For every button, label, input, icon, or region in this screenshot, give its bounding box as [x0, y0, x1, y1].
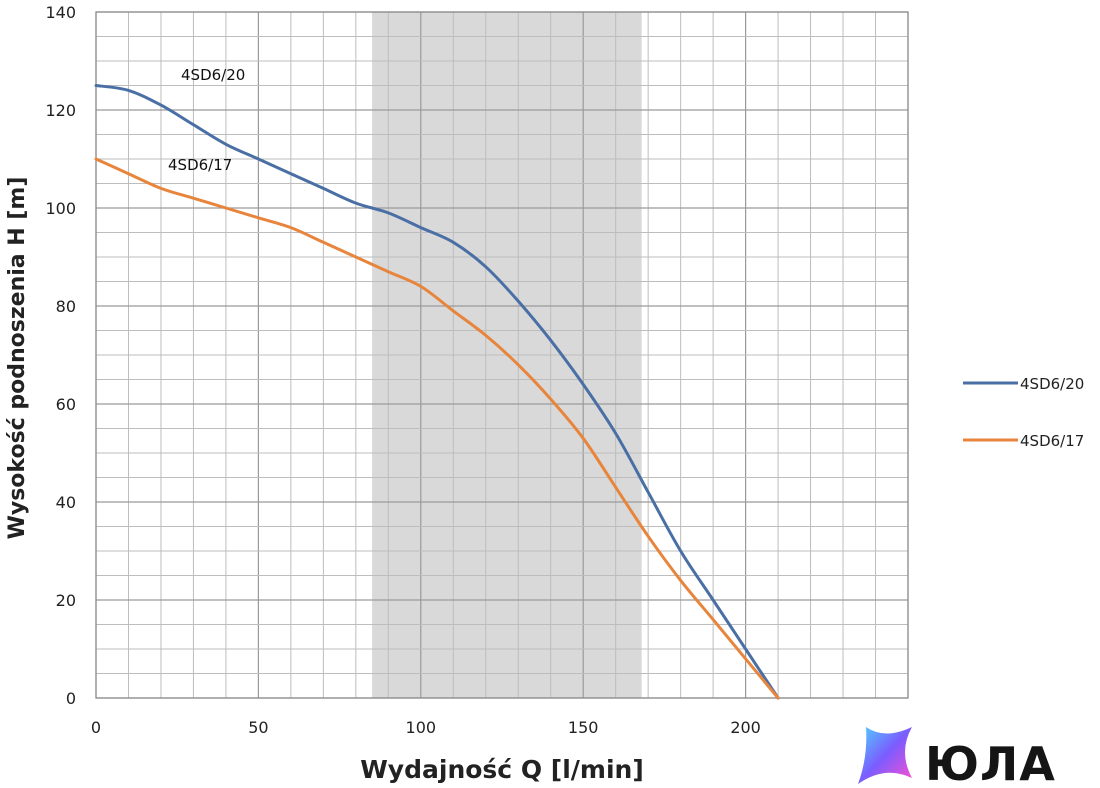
series-line-4sd6-20 [94, 84, 780, 700]
y-tick-label: 60 [56, 395, 76, 414]
x-axis-title: Wydajność Q [l/min] [360, 755, 644, 784]
x-tick-label: 100 [406, 718, 437, 737]
y-tick-label: 0 [66, 689, 76, 708]
yula-logo: ЮЛА [858, 727, 1056, 788]
x-tick-label: 150 [568, 718, 599, 737]
curve-label-4sd6-20: 4SD6/20 [181, 66, 245, 84]
plot-border [95, 11, 909, 699]
logo-text: ЮЛА [925, 737, 1056, 788]
x-tick-label: 200 [730, 718, 761, 737]
legend-label-4sd6-20: 4SD6/20 [1020, 375, 1084, 393]
x-tick-label: 50 [248, 718, 268, 737]
y-tick-label: 120 [45, 101, 76, 120]
y-tick-label: 100 [45, 199, 76, 218]
series-line-4sd6-17 [94, 157, 780, 700]
grid-lines [95, 11, 909, 699]
y-tick-label: 80 [56, 297, 76, 316]
y-tick-label: 40 [56, 493, 76, 512]
legend: 4SD6/20 4SD6/17 [963, 375, 1084, 450]
tick-labels: 0 50 100 150 200 0 20 40 60 80 100 120 140 [45, 3, 760, 737]
y-tick-label: 20 [56, 591, 76, 610]
legend-label-4sd6-17: 4SD6/17 [1020, 432, 1084, 450]
curve-label-4sd6-17: 4SD6/17 [168, 156, 232, 174]
y-axis-title: Wysokość podnoszenia H [m] [5, 177, 30, 540]
yula-star-icon [858, 727, 912, 784]
y-tick-label: 140 [45, 3, 76, 22]
x-tick-label: 0 [91, 718, 101, 737]
series-lines [94, 84, 780, 700]
